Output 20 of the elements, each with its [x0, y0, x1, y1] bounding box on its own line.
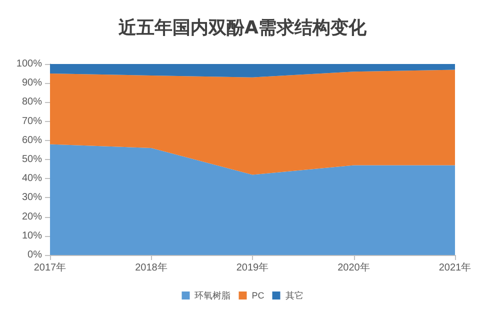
x-tick-label: 2021年: [438, 262, 472, 274]
y-tick-label: 50%: [22, 154, 42, 165]
y-tick-label: 80%: [22, 96, 42, 108]
x-tick-label: 2019年: [236, 262, 269, 274]
y-tick-label: 70%: [22, 116, 42, 127]
x-tick-label: 2017年: [34, 262, 66, 274]
legend-label: PC: [252, 290, 265, 300]
y-tick-label: 100%: [16, 58, 42, 70]
x-tick-label: 2018年: [135, 262, 168, 274]
x-tick-label: 2020年: [338, 262, 370, 274]
y-tick-label: 10%: [22, 230, 42, 242]
y-tick-label: 0%: [28, 250, 42, 260]
legend-label: 其它: [285, 290, 304, 300]
y-tick-label: 30%: [22, 192, 42, 204]
chart-title: 近五年国内双酚A需求结构变化: [118, 18, 368, 38]
legend-label: 环氧树脂: [194, 290, 231, 300]
y-tick-label: 90%: [22, 78, 42, 89]
y-tick-label: 40%: [22, 173, 42, 184]
y-tick-label: 20%: [22, 211, 42, 222]
y-tick-label: 60%: [22, 134, 42, 146]
